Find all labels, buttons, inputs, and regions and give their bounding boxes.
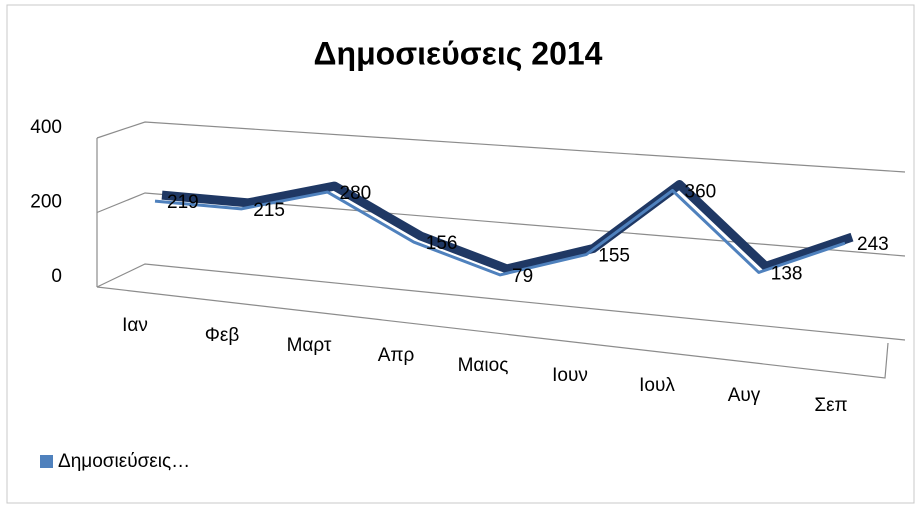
data-label: 243 [857,234,889,255]
data-label: 360 [685,181,717,202]
data-label: 215 [253,200,285,221]
x-tick-label: Ιαν [122,315,148,336]
x-tick-label: Μαιος [458,355,509,376]
legend-label: Δημοσιεύσεις… [58,451,190,472]
data-label: 155 [598,246,630,267]
chart-title: Δημοσιεύσεις 2014 [314,35,603,71]
line-ribbon-back [161,179,854,274]
legend-swatch [40,455,53,468]
x-tick-label: Φεβ [205,325,240,346]
x-tick-label: Μαρτ [287,335,332,356]
x-tick-label: Ιουλ [639,375,675,396]
data-label: 219 [167,192,199,213]
grid-line [96,121,906,173]
y-tick-label: 200 [30,192,62,213]
grid-line [96,192,906,257]
y-tick-label: 0 [51,266,62,287]
data-label: 156 [426,233,458,254]
data-label: 79 [512,266,533,287]
x-tick-label: Σεπ [814,395,847,416]
grid-line [96,263,906,341]
x-tick-label: Αυγ [728,385,761,406]
data-label: 280 [340,183,372,204]
y-tick-label: 400 [30,117,62,138]
data-label: 138 [771,263,803,284]
x-tick-label: Απρ [378,345,415,366]
line [154,188,846,277]
floor-edge [96,286,889,379]
x-tick-label: Ιουν [552,365,588,386]
